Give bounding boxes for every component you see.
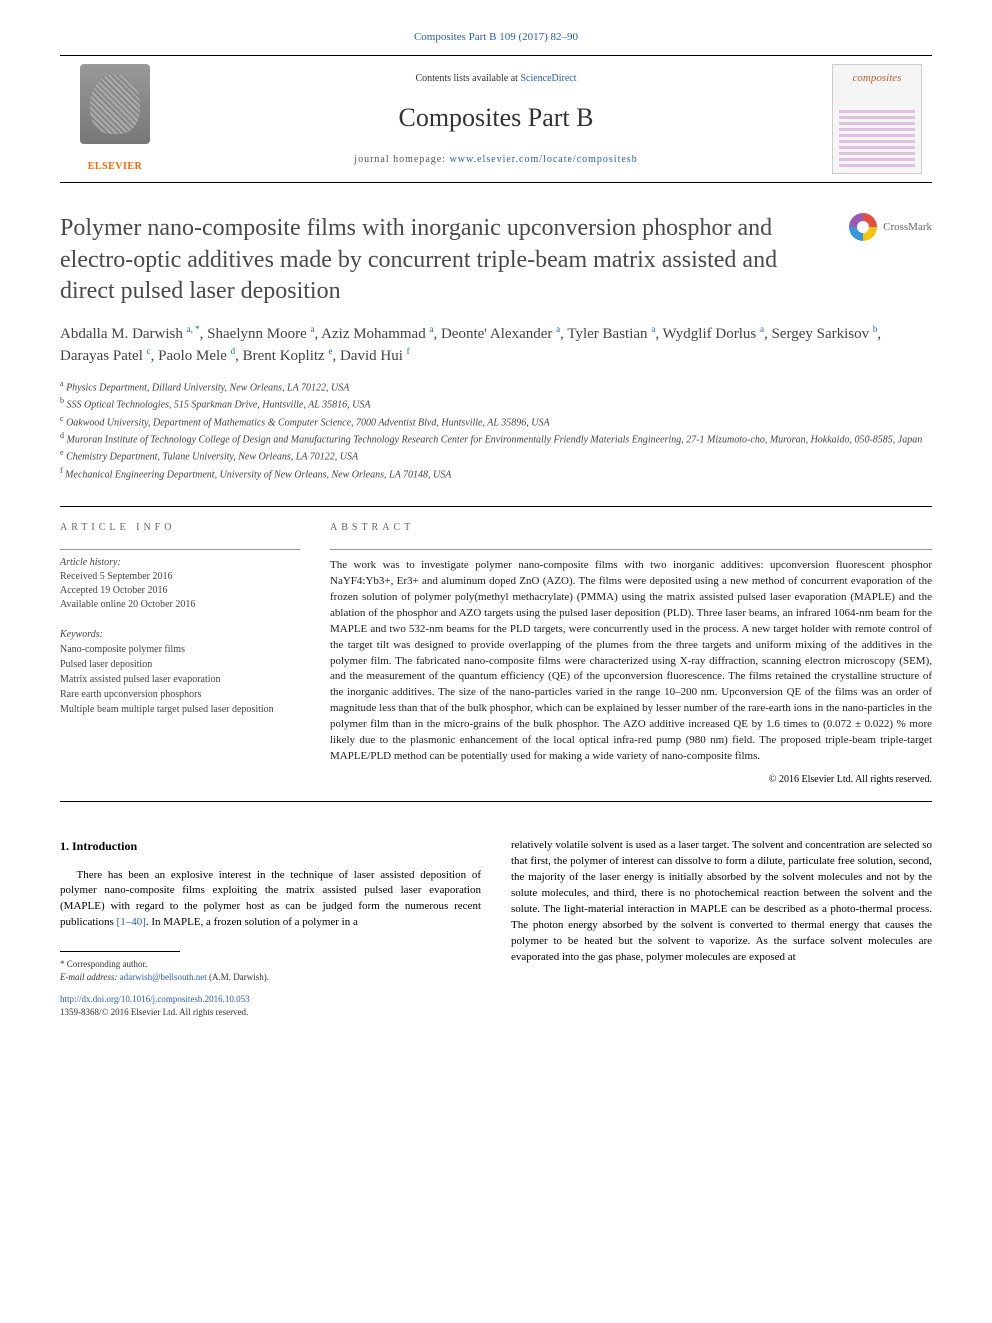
history-label: Article history: <box>60 556 300 570</box>
abstract-copyright: © 2016 Elsevier Ltd. All rights reserved… <box>330 773 932 797</box>
body-right-col: relatively volatile solvent is used as a… <box>511 838 932 1019</box>
section-divider <box>60 801 932 802</box>
email-line: E-mail address: adarwish@bellsouth.net (… <box>60 971 481 984</box>
affiliations: a Physics Department, Dillard University… <box>60 378 932 482</box>
intro-paragraph-cont: relatively volatile solvent is used as a… <box>511 838 932 966</box>
doi-link[interactable]: http://dx.doi.org/10.1016/j.compositesb.… <box>60 994 250 1004</box>
email-label: E-mail address: <box>60 972 120 982</box>
body-left-col: 1. Introduction There has been an explos… <box>60 838 481 1019</box>
intro-text-2: . In MAPLE, a frozen solution of a polym… <box>146 916 358 928</box>
article-title: Polymer nano-composite films with inorga… <box>60 213 829 307</box>
journal-cover-icon <box>832 64 922 174</box>
abstract-col: ABSTRACT The work was to investigate pol… <box>330 521 932 797</box>
footnote-separator <box>60 951 180 952</box>
article-info-heading: ARTICLE INFO <box>60 521 300 535</box>
journal-homepage: journal homepage: www.elsevier.com/locat… <box>190 153 802 167</box>
doi-block: http://dx.doi.org/10.1016/j.compositesb.… <box>60 993 481 1019</box>
top-citation[interactable]: Composites Part B 109 (2017) 82–90 <box>60 30 932 45</box>
crossmark-badge[interactable]: CrossMark <box>849 213 932 241</box>
publisher-block: ELSEVIER <box>60 64 170 174</box>
keywords-label: Keywords: <box>60 628 300 642</box>
section-number: 1. <box>60 839 69 853</box>
keywords-list: Nano-composite polymer filmsPulsed laser… <box>60 642 300 717</box>
accepted-date: Accepted 19 October 2016 <box>60 585 167 596</box>
crossmark-label: CrossMark <box>883 220 932 235</box>
abstract-heading: ABSTRACT <box>330 521 932 535</box>
keywords-block: Keywords: Nano-composite polymer filmsPu… <box>60 628 300 717</box>
ref-link-1-40[interactable]: [1–40] <box>117 916 146 928</box>
publisher-name: ELSEVIER <box>88 160 143 174</box>
email-suffix: (A.M. Darwish). <box>207 972 269 982</box>
section-title: Introduction <box>72 839 137 853</box>
elsevier-tree-icon <box>80 64 150 144</box>
cover-block <box>822 64 932 174</box>
received-date: Received 5 September 2016 <box>60 571 172 582</box>
homepage-link[interactable]: www.elsevier.com/locate/compositesb <box>450 154 638 165</box>
article-history: Article history: Received 5 September 20… <box>60 549 300 612</box>
article-info-col: ARTICLE INFO Article history: Received 5… <box>60 521 300 797</box>
contents-line: Contents lists available at ScienceDirec… <box>190 72 802 86</box>
contents-prefix: Contents lists available at <box>415 73 520 84</box>
homepage-prefix: journal homepage: <box>354 154 449 165</box>
authors-line: Abdalla M. Darwish a, *, Shaelynn Moore … <box>60 323 932 368</box>
footnotes: * Corresponding author. E-mail address: … <box>60 958 481 983</box>
masthead: ELSEVIER Contents lists available at Sci… <box>60 55 932 183</box>
body-columns: 1. Introduction There has been an explos… <box>60 838 932 1019</box>
article-info-abstract-row: ARTICLE INFO Article history: Received 5… <box>60 506 932 797</box>
intro-paragraph: There has been an explosive interest in … <box>60 868 481 932</box>
issn-copyright: 1359-8368/© 2016 Elsevier Ltd. All right… <box>60 1007 248 1017</box>
section-heading-intro: 1. Introduction <box>60 838 481 855</box>
abstract-text: The work was to investigate polymer nano… <box>330 549 932 765</box>
available-date: Available online 20 October 2016 <box>60 599 195 610</box>
title-row: Polymer nano-composite films with inorga… <box>60 213 932 307</box>
corresponding-author: * Corresponding author. <box>60 958 481 971</box>
sciencedirect-link[interactable]: ScienceDirect <box>520 73 576 84</box>
crossmark-icon <box>849 213 877 241</box>
journal-name: Composites Part B <box>190 100 802 136</box>
masthead-center: Contents lists available at ScienceDirec… <box>170 64 822 174</box>
email-link[interactable]: adarwish@bellsouth.net <box>120 972 207 982</box>
